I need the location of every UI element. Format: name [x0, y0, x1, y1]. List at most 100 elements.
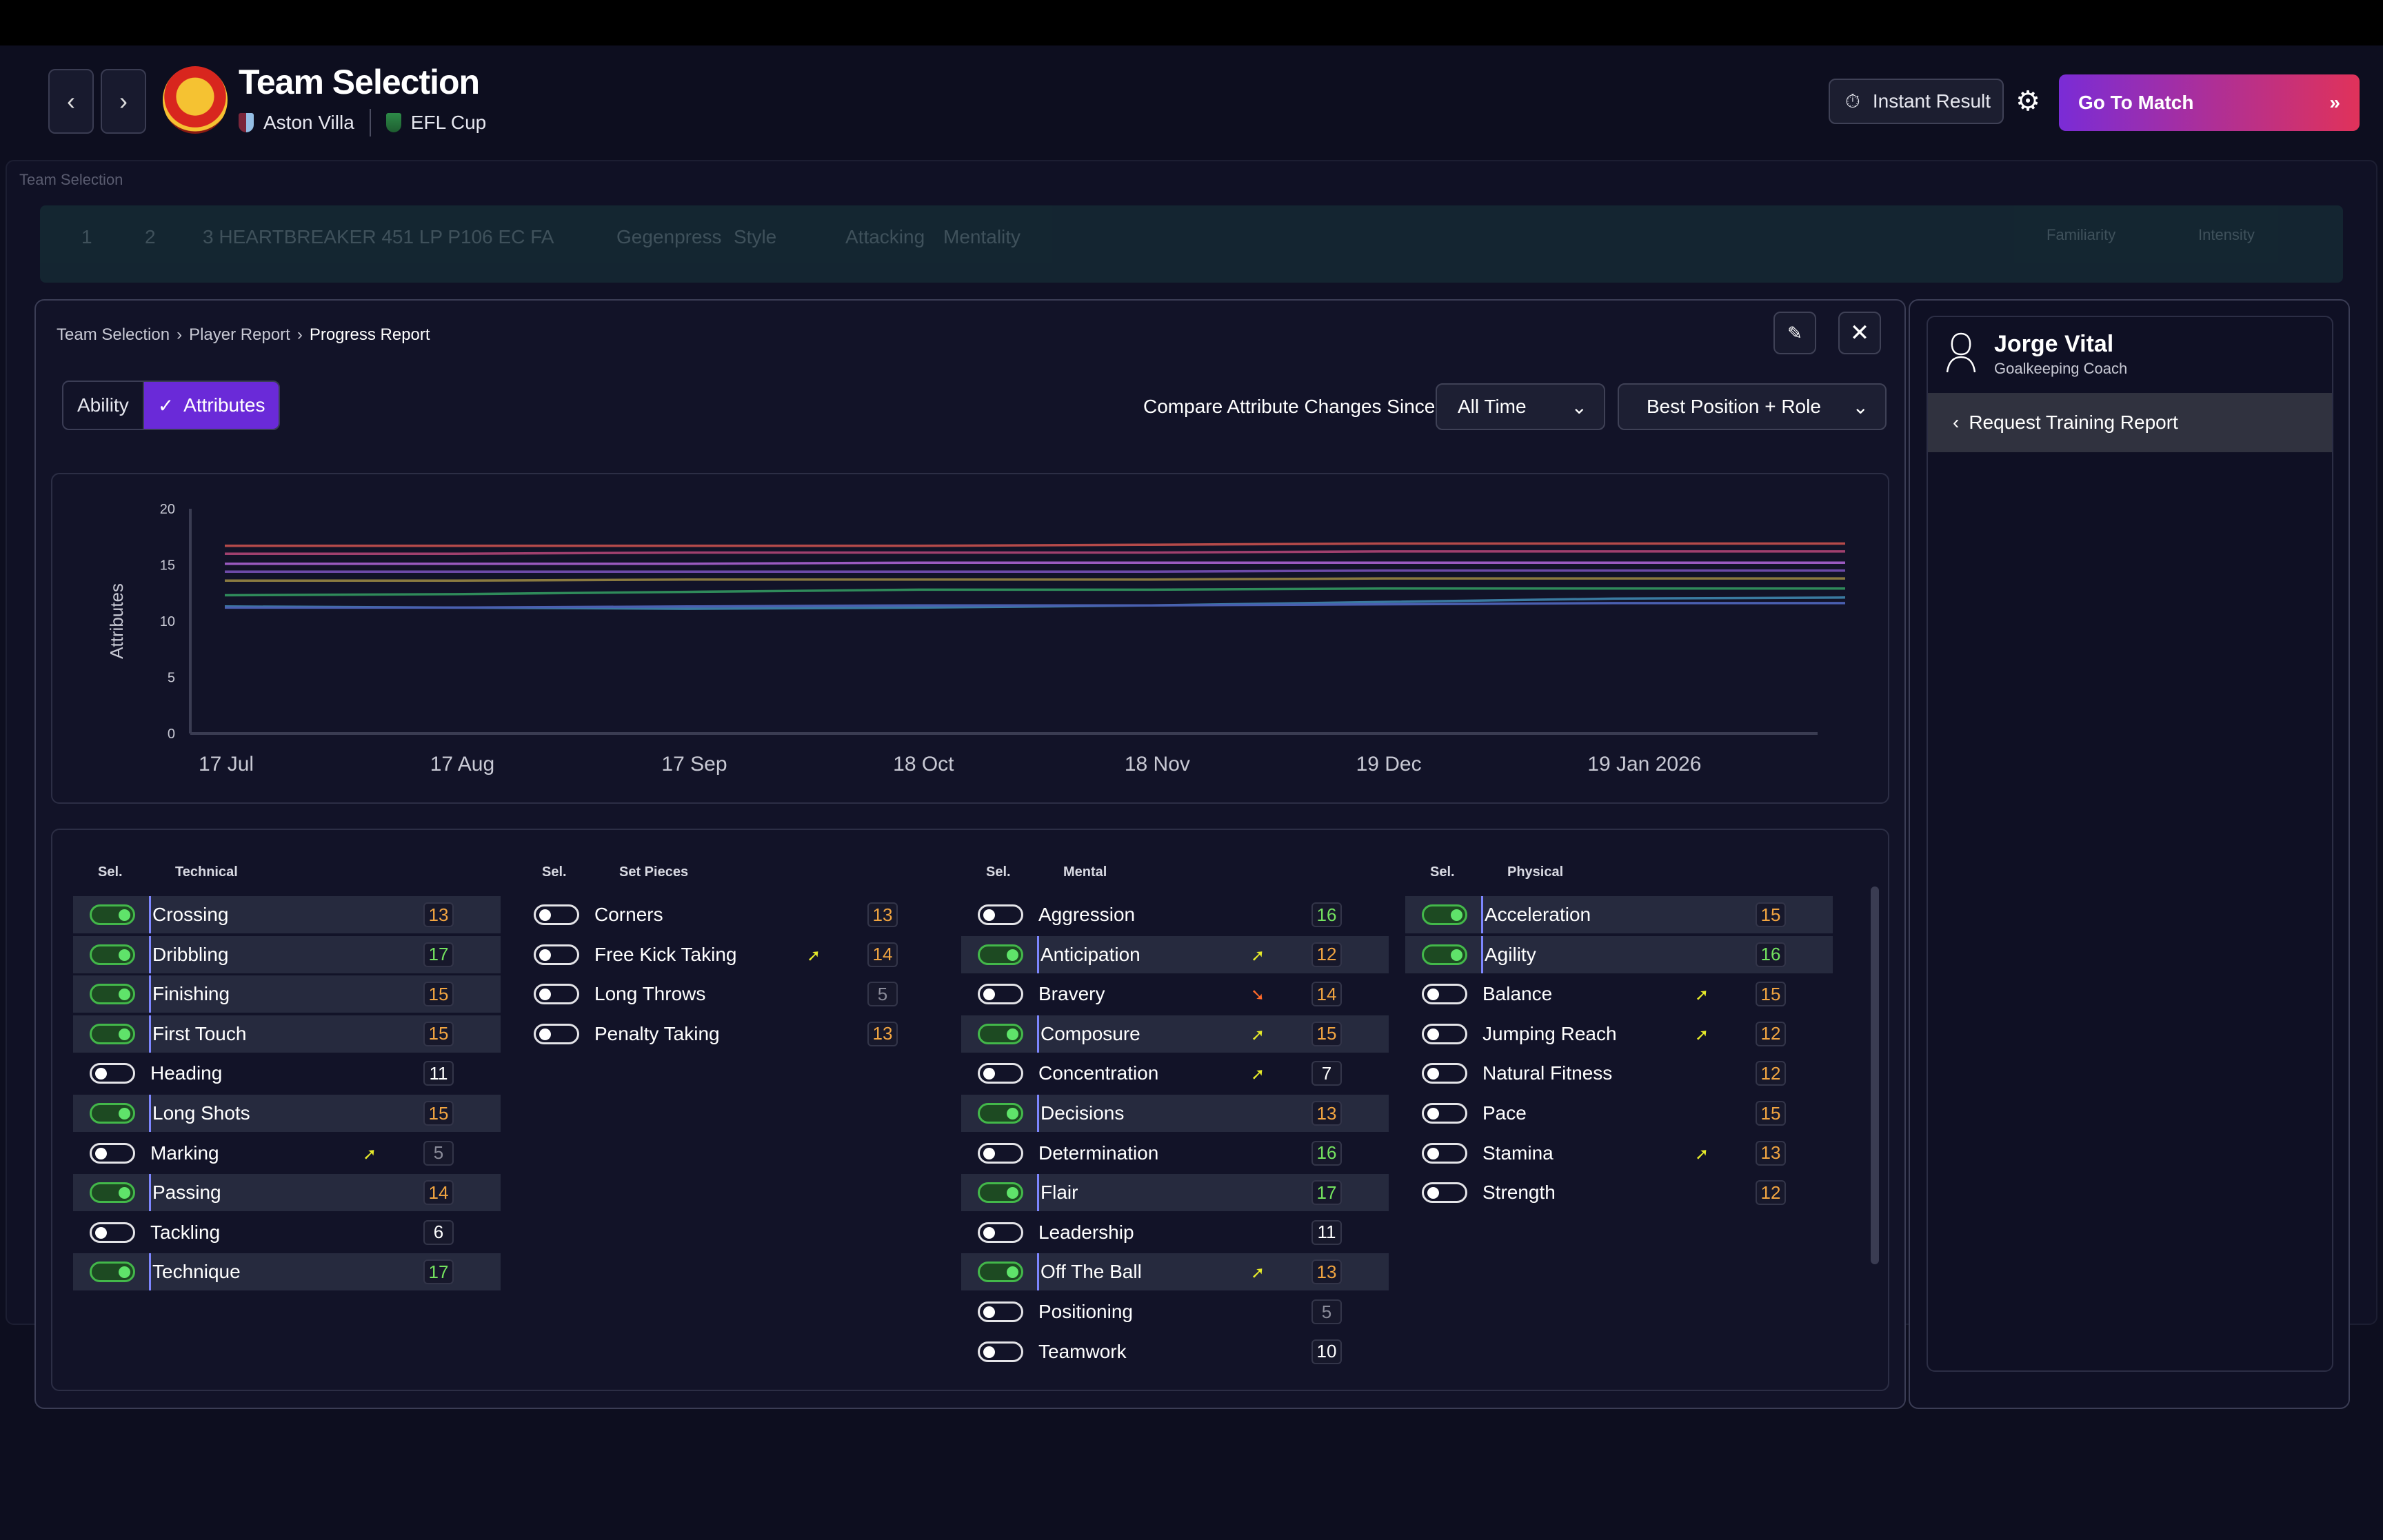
attribute-toggle[interactable]: [90, 1103, 135, 1124]
attribute-row[interactable]: Passing 14: [73, 1174, 501, 1212]
attribute-row[interactable]: Positioning 5: [961, 1293, 1389, 1330]
attribute-row[interactable]: Balance ➚ 15: [1405, 975, 1833, 1013]
attribute-toggle[interactable]: [1422, 944, 1467, 965]
attribute-toggle[interactable]: [978, 984, 1023, 1005]
attribute-value: 13: [1311, 1259, 1342, 1285]
attribute-toggle[interactable]: [534, 904, 579, 925]
attribute-toggle[interactable]: [534, 944, 579, 965]
attribute-row[interactable]: Determination 16: [961, 1135, 1389, 1172]
breadcrumb-player-report[interactable]: Player Report: [189, 325, 290, 344]
attribute-toggle[interactable]: [534, 984, 579, 1005]
attribute-row[interactable]: Composure ➚ 15: [961, 1015, 1389, 1053]
attribute-row[interactable]: First Touch 15: [73, 1015, 501, 1053]
attribute-toggle[interactable]: [978, 1023, 1023, 1044]
attribute-toggle[interactable]: [90, 1262, 135, 1283]
attribute-row[interactable]: Anticipation ➚ 12: [961, 935, 1389, 973]
attribute-row[interactable]: Pace 15: [1405, 1095, 1833, 1132]
attribute-toggle[interactable]: [90, 904, 135, 925]
attribute-toggle[interactable]: [1422, 1023, 1467, 1044]
competition-name: EFL Cup: [410, 112, 487, 133]
attribute-toggle[interactable]: [978, 1301, 1023, 1322]
attribute-toggle[interactable]: [1422, 1103, 1467, 1124]
attribute-toggle[interactable]: [978, 1142, 1023, 1164]
attribute-toggle[interactable]: [978, 944, 1023, 965]
attribute-row[interactable]: Flair 17: [961, 1174, 1389, 1212]
attribute-row[interactable]: Acceleration 15: [1405, 896, 1833, 933]
attribute-toggle[interactable]: [1422, 904, 1467, 925]
attribute-toggle[interactable]: [1422, 984, 1467, 1005]
attribute-toggle[interactable]: [90, 944, 135, 965]
breadcrumb-team-selection[interactable]: Team Selection: [57, 325, 170, 344]
attribute-row[interactable]: Aggression 16: [961, 896, 1389, 933]
attribute-row[interactable]: Tackling 6: [73, 1214, 501, 1251]
attribute-row[interactable]: Decisions 13: [961, 1095, 1389, 1132]
attribute-toggle[interactable]: [1422, 1142, 1467, 1164]
attribute-row[interactable]: Natural Fitness 12: [1405, 1055, 1833, 1092]
attribute-row[interactable]: Stamina ➚ 13: [1405, 1135, 1833, 1172]
forward-button[interactable]: ›: [101, 69, 146, 134]
attribute-toggle[interactable]: [978, 904, 1023, 925]
attribute-name: Heading: [150, 1062, 223, 1084]
attribute-toggle[interactable]: [90, 1142, 135, 1164]
attribute-row[interactable]: Dribbling 17: [73, 935, 501, 973]
scrollbar[interactable]: [1871, 886, 1879, 1264]
attribute-toggle[interactable]: [978, 1182, 1023, 1204]
attribute-row[interactable]: Agility 16: [1405, 935, 1833, 973]
style-value: Gegenpress: [616, 226, 722, 247]
attribute-toggle[interactable]: [90, 1222, 135, 1243]
attribute-row[interactable]: Crossing 13: [73, 896, 501, 933]
request-training-report-button[interactable]: ‹ Request Training Report: [1928, 393, 2332, 452]
attribute-value: 15: [423, 982, 454, 1007]
attribute-column-physical: Sel. Physical Acceleration 15 Agility 16 Balan…: [1405, 830, 1833, 1390]
attribute-toggle[interactable]: [90, 984, 135, 1005]
back-button[interactable]: ‹: [48, 69, 94, 134]
gear-icon[interactable]: ⚙: [2015, 86, 2040, 116]
attribute-row[interactable]: Finishing 15: [73, 975, 501, 1013]
attribute-toggle[interactable]: [978, 1103, 1023, 1124]
attribute-value: 15: [1756, 902, 1786, 927]
attribute-value: 11: [423, 1061, 454, 1086]
attribute-toggle[interactable]: [534, 1023, 579, 1044]
attribute-row[interactable]: Marking ➚ 5: [73, 1135, 501, 1172]
attribute-row[interactable]: Teamwork 10: [961, 1333, 1389, 1370]
close-icon: ✕: [1849, 320, 1870, 346]
trend-up-icon: ➚: [1251, 1025, 1265, 1044]
attribute-toggle[interactable]: [1422, 1182, 1467, 1204]
period-dropdown[interactable]: All Time ⌄: [1436, 383, 1605, 430]
attribute-toggle[interactable]: [90, 1023, 135, 1044]
attribute-value: 17: [423, 1259, 454, 1285]
attribute-toggle[interactable]: [978, 1222, 1023, 1243]
close-button[interactable]: ✕: [1838, 312, 1881, 354]
attribute-toggle[interactable]: [90, 1063, 135, 1084]
attribute-row[interactable]: Jumping Reach ➚ 12: [1405, 1015, 1833, 1053]
position-dropdown[interactable]: Best Position + Role ⌄: [1618, 383, 1887, 430]
attribute-row[interactable]: Strength 12: [1405, 1174, 1833, 1211]
attribute-row[interactable]: Concentration ➚ 7: [961, 1055, 1389, 1092]
attribute-row[interactable]: Heading 11: [73, 1055, 501, 1092]
attribute-toggle[interactable]: [90, 1182, 135, 1204]
ability-tab[interactable]: Ability: [77, 394, 129, 416]
attribute-toggle[interactable]: [978, 1063, 1023, 1084]
go-to-match-button[interactable]: Go To Match »: [2059, 74, 2360, 131]
attribute-row[interactable]: Penalty Taking 13: [517, 1015, 945, 1053]
double-chevron-right-icon: »: [2329, 92, 2340, 113]
attribute-row[interactable]: Corners 13: [517, 896, 945, 933]
instant-result-button[interactable]: ⏱ Instant Result: [1829, 79, 2004, 124]
chevron-left-icon: ‹: [67, 87, 75, 115]
attribute-toggle[interactable]: [1422, 1063, 1467, 1084]
edit-button[interactable]: ✎: [1773, 312, 1816, 354]
background-tactic-bar: 1 2 3 HEARTBREAKER 451 LP P106 EC FA Geg…: [40, 205, 2343, 283]
attribute-row[interactable]: Technique 17: [73, 1253, 501, 1291]
attributes-tab[interactable]: ✓ Attributes: [142, 382, 279, 429]
attribute-value: 5: [423, 1140, 454, 1166]
attribute-row[interactable]: Free Kick Taking ➚ 14: [517, 936, 945, 973]
attribute-row[interactable]: Leadership 11: [961, 1214, 1389, 1251]
attribute-toggle[interactable]: [978, 1341, 1023, 1362]
attribute-row[interactable]: Long Throws 5: [517, 975, 945, 1013]
attribute-value: 16: [1311, 902, 1342, 927]
attribute-name: Composure: [1037, 1015, 1140, 1053]
attribute-toggle[interactable]: [978, 1262, 1023, 1283]
attribute-row[interactable]: Bravery ➘ 14: [961, 975, 1389, 1013]
attribute-row[interactable]: Long Shots 15: [73, 1095, 501, 1132]
attribute-row[interactable]: Off The Ball ➚ 13: [961, 1253, 1389, 1291]
